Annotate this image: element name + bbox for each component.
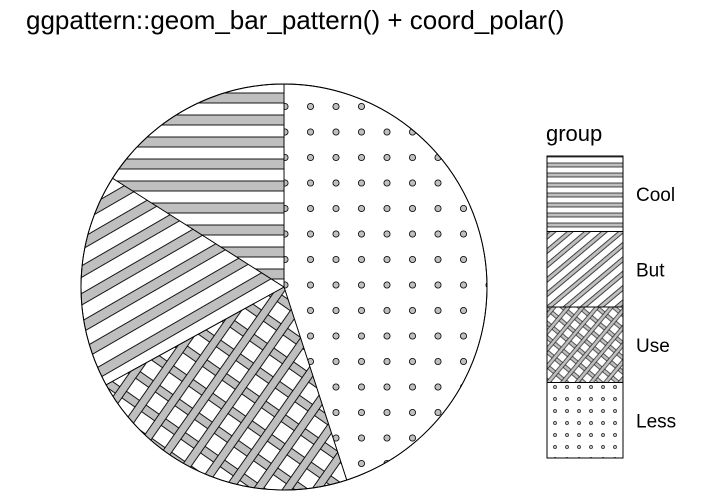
legend-key-less bbox=[546, 382, 624, 459]
chart-title: ggpattern::geom_bar_pattern() + coord_po… bbox=[26, 5, 564, 35]
legend-label-cool: Cool bbox=[636, 185, 675, 206]
legend-key-but bbox=[546, 231, 624, 308]
legend-label-use: Use bbox=[636, 336, 670, 357]
legend-key-use bbox=[546, 306, 624, 383]
legend-keys: Cool But Use Less bbox=[546, 155, 676, 459]
legend-label-less: Less bbox=[636, 411, 676, 432]
legend-key-cool bbox=[546, 155, 624, 232]
pie-slices bbox=[80, 83, 488, 491]
legend-title: group bbox=[546, 121, 602, 146]
pie-outline bbox=[80, 83, 488, 491]
legend: group Cool But Use Less bbox=[546, 121, 676, 459]
legend-label-but: But bbox=[636, 260, 665, 281]
